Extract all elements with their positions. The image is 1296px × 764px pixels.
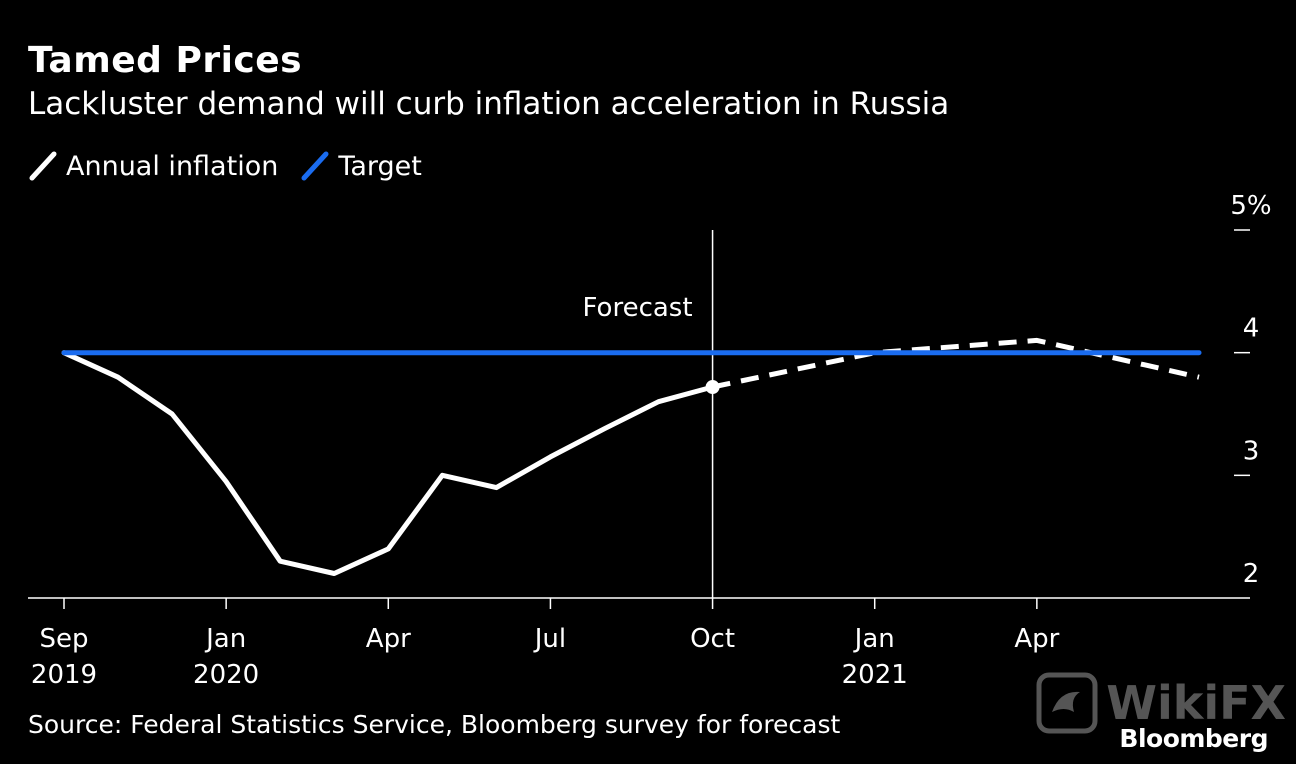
source-note: Source: Federal Statistics Service, Bloo…: [28, 710, 841, 739]
forecast-label: Forecast: [583, 293, 693, 323]
x-tick-label: Apr: [366, 624, 411, 654]
x-tick-label: Jan: [204, 624, 246, 654]
series-line-annual-inflation: [61, 350, 716, 576]
y-tick-label: 4: [1243, 314, 1260, 344]
y-tick-label: 3: [1243, 436, 1260, 466]
x-tick-label: Jul: [533, 624, 566, 654]
x-tick-label: Sep: [39, 624, 88, 654]
x-tick-year-label: 2020: [193, 660, 259, 690]
watermark-text: WikiFX: [1106, 676, 1286, 730]
legend-label-annual-inflation: Annual inflation: [66, 150, 279, 182]
legend-label-target: Target: [338, 150, 422, 182]
y-tick-label: 5%: [1230, 191, 1271, 221]
chart-subtitle: Lackluster demand will curb inflation ac…: [28, 86, 950, 122]
legend-swatch-annual-inflation: [29, 151, 57, 181]
legend-item-annual-inflation: Annual inflation: [28, 150, 278, 182]
watermark: WikiFX: [1036, 672, 1286, 734]
legend-swatch-target: [301, 151, 329, 181]
latest-value-marker: [705, 380, 720, 395]
x-tick-year-label: 2021: [842, 660, 908, 690]
brand-logo: Bloomberg: [1119, 724, 1268, 753]
y-tick-label: 2: [1243, 559, 1260, 589]
x-tick-label: Apr: [1014, 624, 1059, 654]
chart-title: Tamed Prices: [28, 40, 303, 81]
chart-legend: Annual inflation Target: [28, 150, 444, 182]
legend-item-target: Target: [300, 150, 422, 182]
watermark-logo-icon: [1036, 672, 1098, 734]
x-tick-label: Oct: [690, 624, 735, 654]
series-line-annual-inflation-forecast: [712, 337, 1200, 390]
x-tick-year-label: 2019: [31, 660, 97, 690]
x-tick-label: Jan: [853, 624, 895, 654]
